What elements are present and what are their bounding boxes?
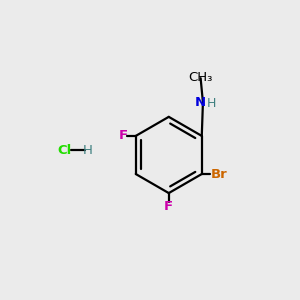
Text: Cl: Cl [58,144,72,157]
Text: H: H [83,144,93,157]
Text: F: F [164,200,173,213]
Text: H: H [207,97,216,110]
Text: Br: Br [211,167,227,181]
Text: CH₃: CH₃ [188,70,213,83]
Text: F: F [118,129,127,142]
Text: N: N [195,96,206,109]
